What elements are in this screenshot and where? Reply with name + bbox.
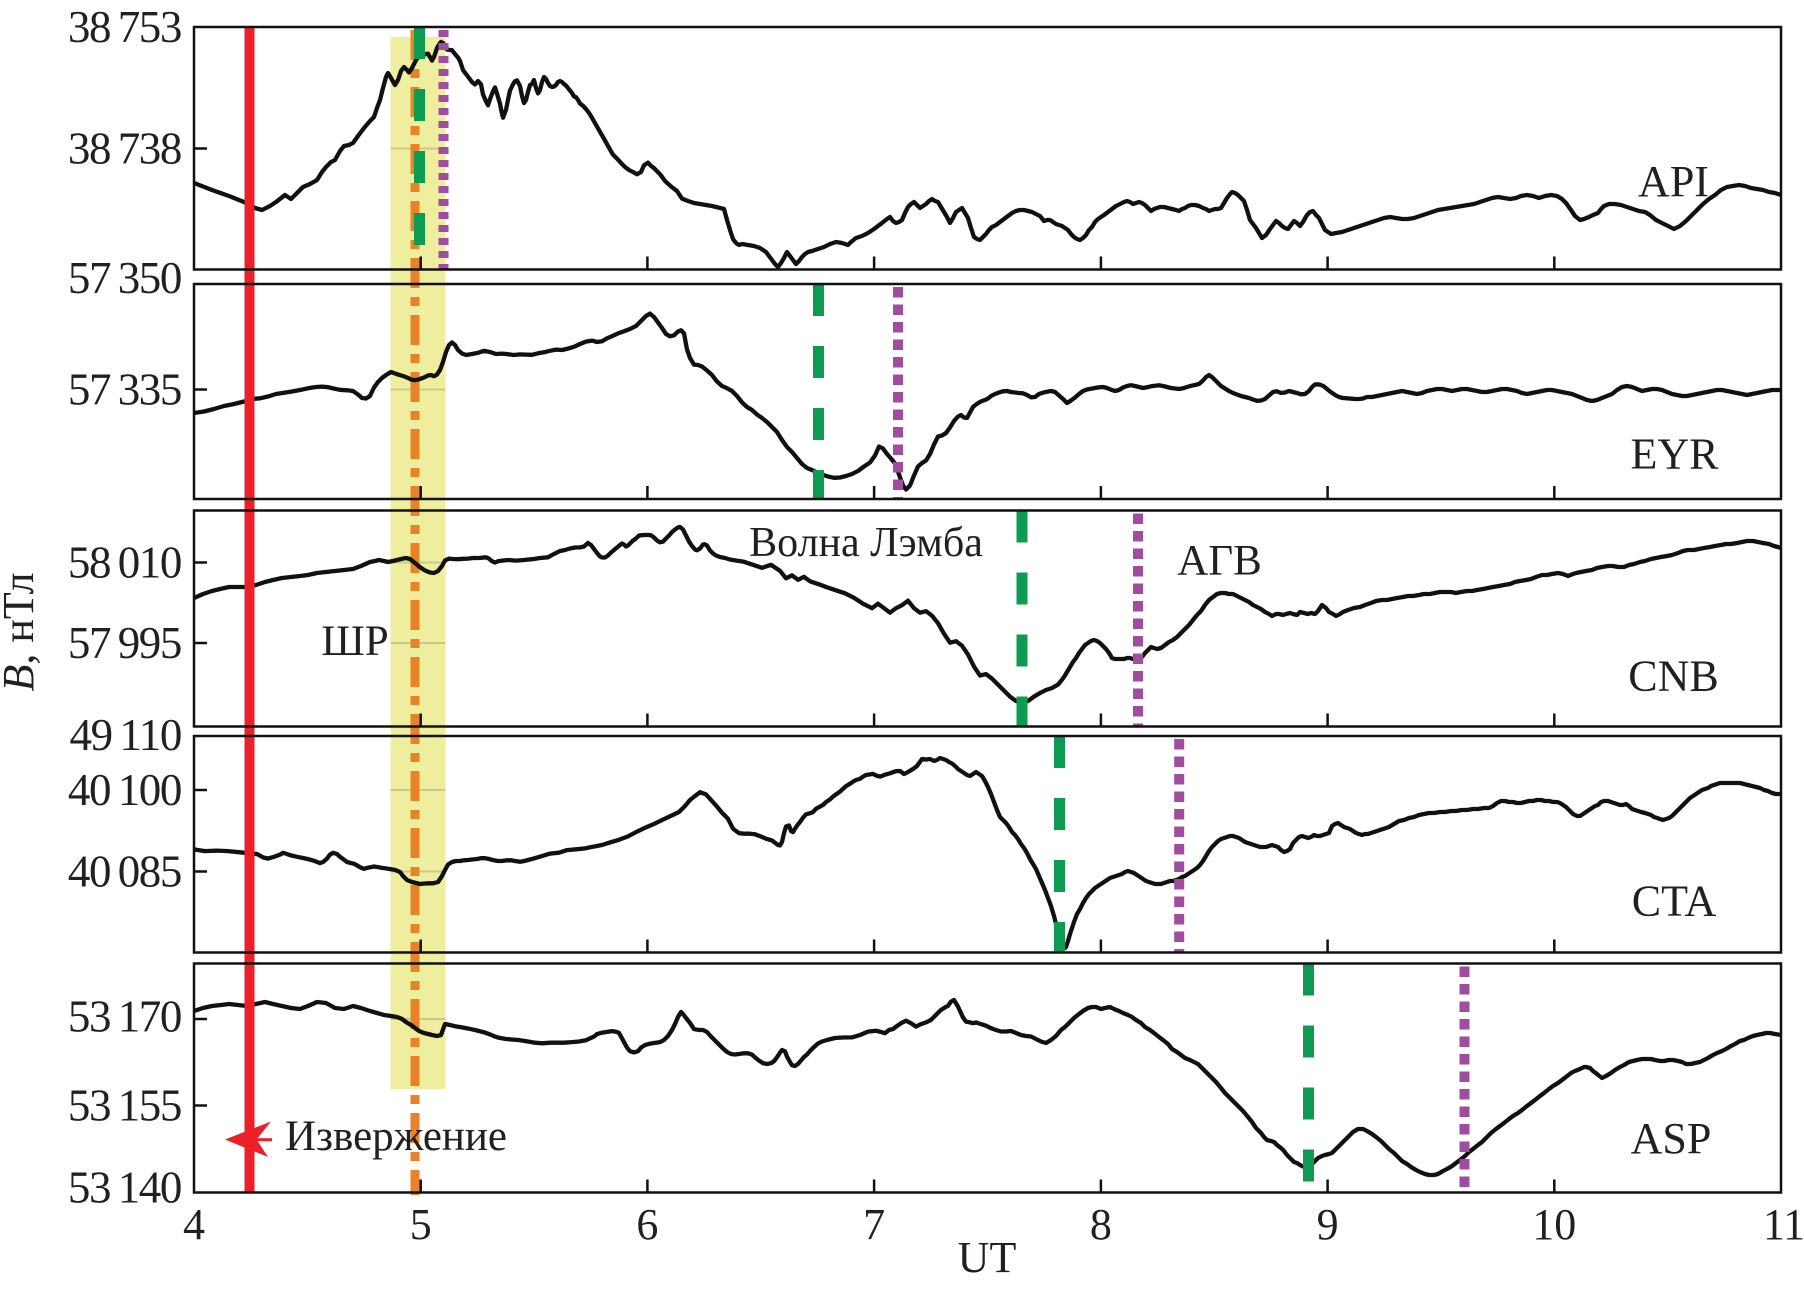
svg-text:53 140: 53 140 — [68, 1163, 181, 1213]
svg-text:ШР: ШР — [321, 618, 388, 665]
svg-text:6: 6 — [636, 1200, 658, 1249]
svg-text:5: 5 — [410, 1200, 432, 1249]
svg-text:CNB: CNB — [1628, 652, 1718, 701]
svg-text:53 155: 53 155 — [68, 1081, 181, 1131]
svg-text:38 738: 38 738 — [68, 124, 181, 174]
svg-text:58 010: 58 010 — [68, 538, 181, 588]
svg-text:Волна Лэмба: Волна Лэмба — [749, 520, 983, 566]
svg-text:UT: UT — [958, 1233, 1017, 1282]
svg-text:40 085: 40 085 — [68, 847, 181, 897]
svg-text:B, нТл: B, нТл — [0, 572, 43, 691]
svg-text:ASP: ASP — [1631, 1114, 1712, 1163]
svg-text:38 753: 38 753 — [68, 2, 181, 52]
svg-text:9: 9 — [1317, 1200, 1339, 1249]
svg-text:4: 4 — [183, 1200, 205, 1249]
svg-text:10: 10 — [1532, 1200, 1576, 1249]
svg-text:API: API — [1638, 157, 1709, 206]
svg-text:57 350: 57 350 — [68, 253, 181, 303]
svg-text:EYR: EYR — [1631, 430, 1720, 479]
svg-text:АГВ: АГВ — [1177, 538, 1262, 585]
svg-text:49 110: 49 110 — [70, 710, 181, 760]
svg-text:Извержение: Извержение — [285, 1113, 507, 1160]
svg-text:53 170: 53 170 — [68, 992, 181, 1042]
svg-text:11: 11 — [1763, 1200, 1804, 1249]
svg-text:7: 7 — [863, 1200, 885, 1249]
svg-text:CTA: CTA — [1632, 877, 1717, 926]
svg-text:40 100: 40 100 — [68, 765, 181, 815]
svg-text:8: 8 — [1090, 1200, 1112, 1249]
svg-text:57 995: 57 995 — [68, 618, 181, 668]
svg-text:57 335: 57 335 — [68, 365, 181, 415]
